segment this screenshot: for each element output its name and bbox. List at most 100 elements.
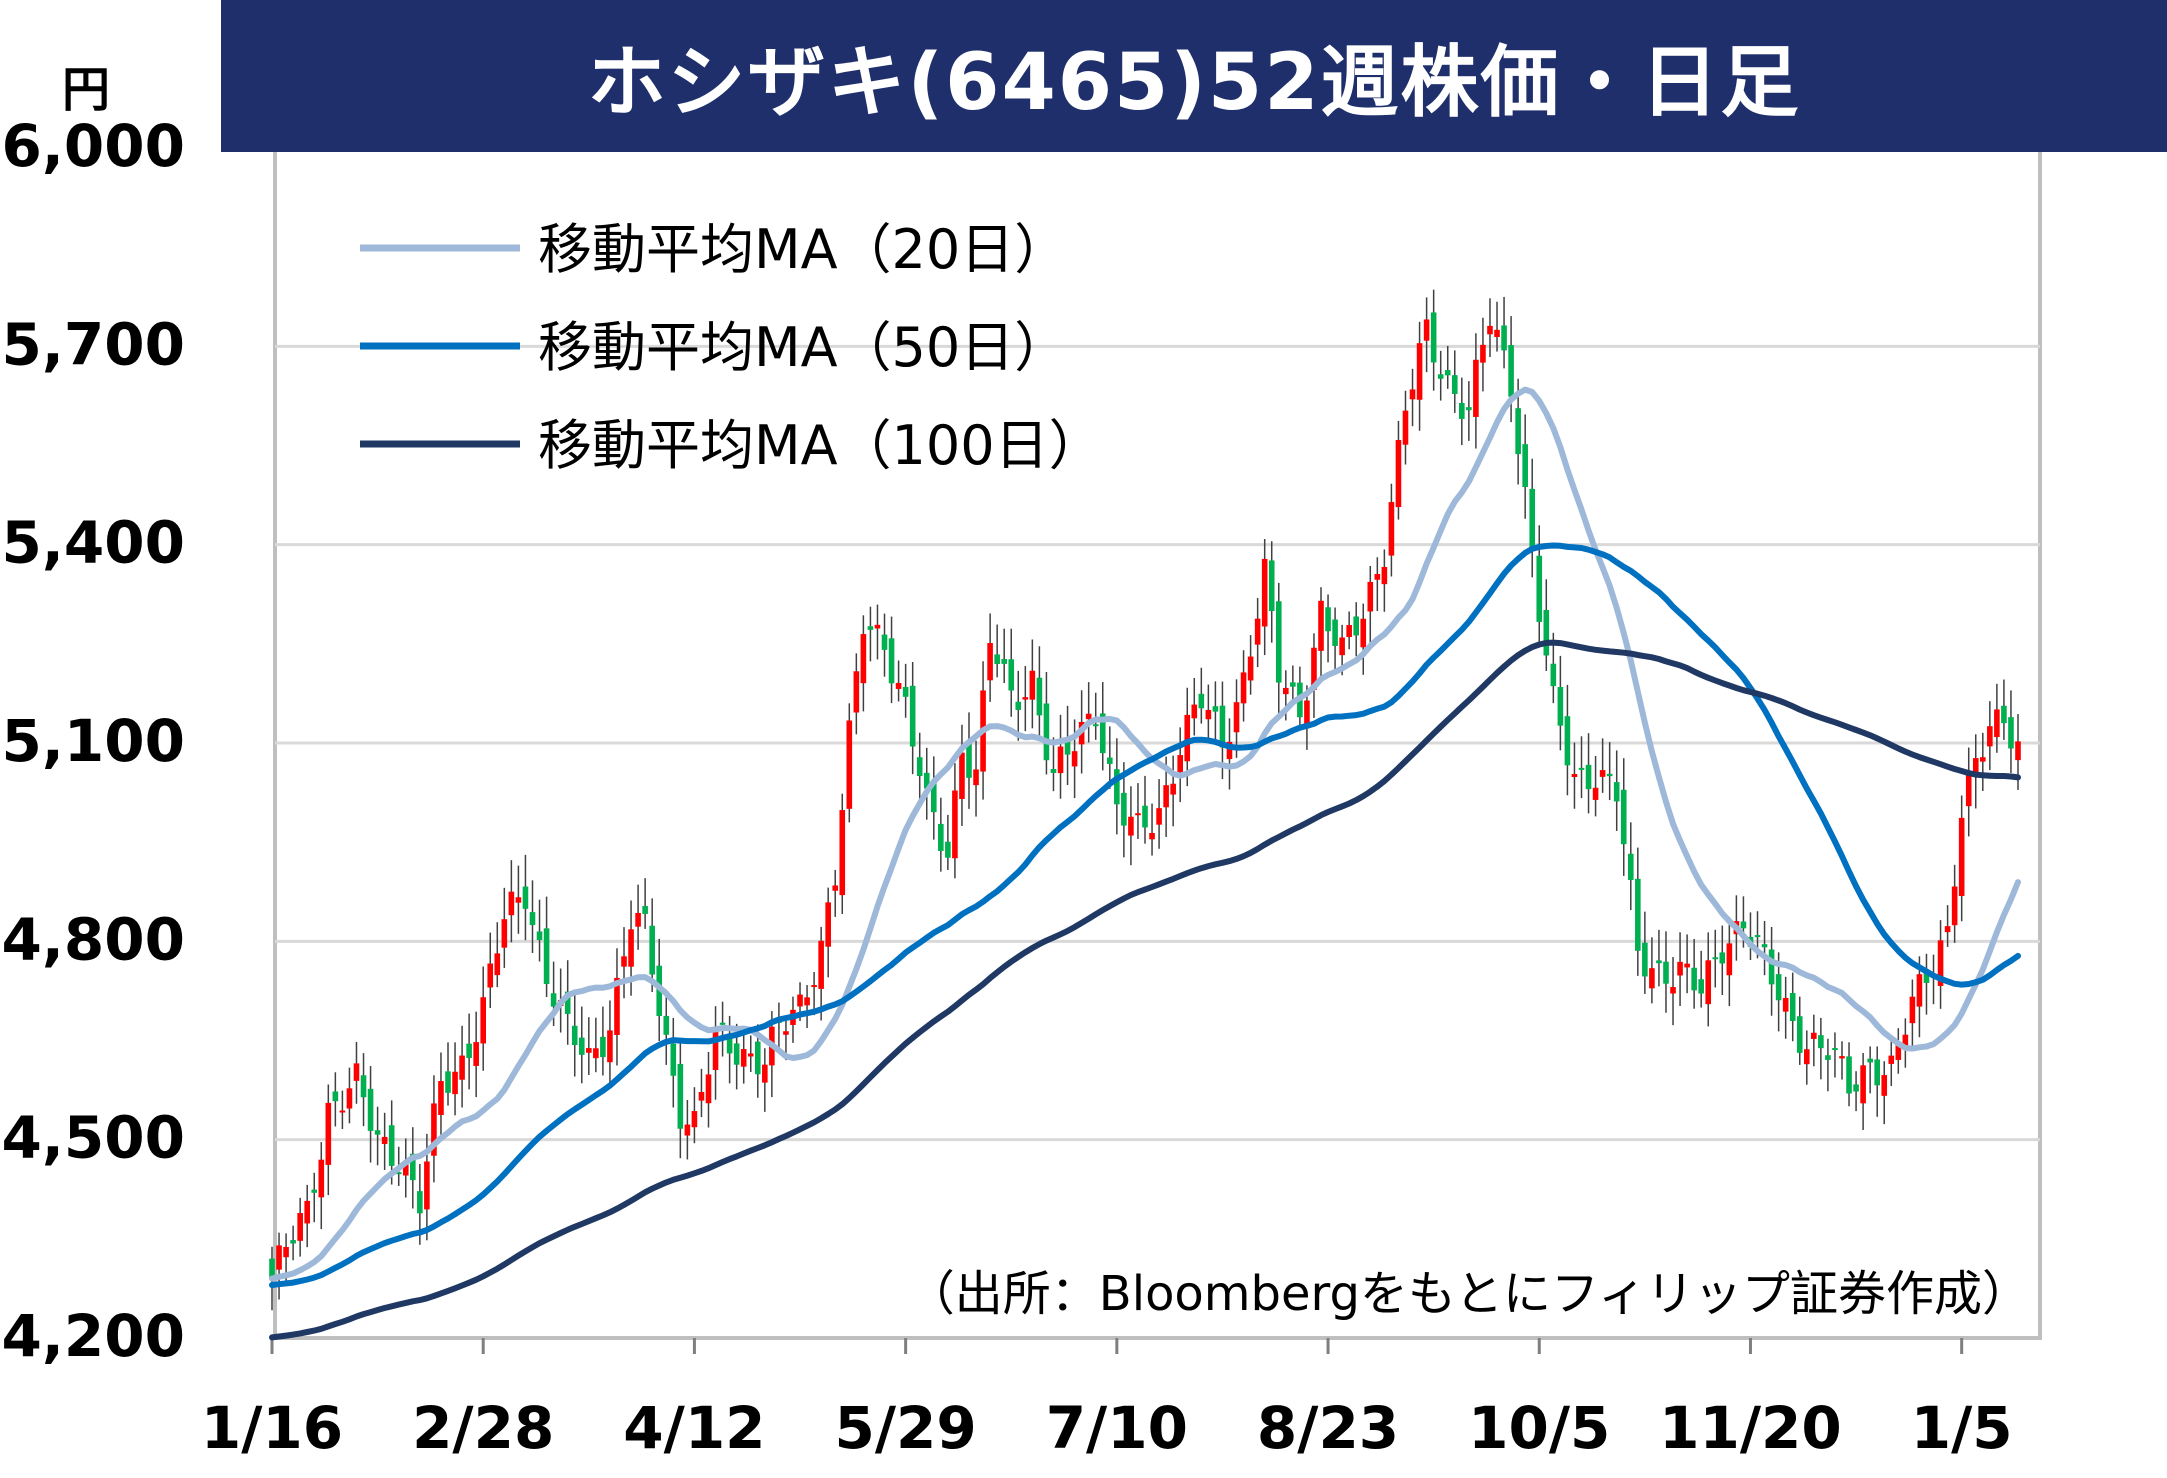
candle [374,1106,381,1166]
candle [1994,683,2000,753]
candle [578,1006,585,1084]
candle [1803,1030,1810,1085]
legend-label-ma50: 移動平均MA（50日） [538,316,1068,379]
candle [1782,976,1789,1039]
candle [938,797,944,872]
candle [684,1100,691,1160]
candle [501,887,508,968]
candle [874,604,881,660]
candle [445,1042,451,1106]
candle [853,653,860,735]
candle [973,740,979,817]
candle [1620,758,1627,876]
candle [747,1035,754,1073]
candle [1325,594,1331,663]
candle [916,732,923,808]
candle [1254,597,1261,668]
candle [1606,742,1613,801]
candle [1529,458,1536,578]
candle [1613,750,1620,831]
candle [1825,1038,1831,1092]
chart-title: ホシザキ(6465)52週株価・日足 [221,0,2167,152]
candle [1564,684,1571,796]
candle [1557,655,1564,751]
candle [1416,321,1423,431]
candle [1198,667,1205,724]
candle [1951,864,1958,943]
candle [311,1172,318,1223]
candle [804,985,810,1029]
candle [1177,727,1184,803]
candle [1205,684,1212,743]
candle [381,1112,388,1170]
candle [1635,847,1641,976]
candle [332,1072,339,1127]
candle [473,1011,479,1098]
candle [649,898,655,993]
candle [930,756,937,840]
candle [923,747,930,820]
candle [691,1087,698,1144]
candle [452,1042,458,1116]
candle [1135,783,1141,839]
candle [1015,670,1022,741]
candle [740,1030,747,1084]
candle [1888,1040,1895,1086]
candle [1029,639,1036,729]
candle [1008,628,1015,717]
candle [1226,718,1233,790]
candle [1402,390,1409,465]
candle [1656,929,1662,987]
candle [1170,755,1176,827]
x-tick-label: 11/20 [1659,1394,1842,1462]
candle [1571,742,1578,809]
candle [1409,368,1416,427]
candle [2008,690,2014,773]
candle [1459,377,1465,446]
candle [1466,381,1472,441]
candle [494,922,501,988]
candle [1367,565,1374,643]
candle [1712,929,1719,988]
candle [593,1017,599,1073]
candle [1719,925,1726,996]
candle [1494,301,1500,352]
candle [1156,779,1162,849]
candle [1311,633,1317,718]
candle [1958,795,1965,922]
candle [670,1017,677,1108]
candle [839,793,846,915]
candle [825,887,831,978]
candle [1268,541,1275,643]
candle [466,1013,472,1090]
candle [1874,1046,1880,1117]
candle [945,814,951,870]
candle [1642,911,1648,994]
candle [459,1025,465,1108]
y-axis-unit: 円 [62,62,111,118]
candle [1332,607,1338,673]
candle [1987,701,1993,771]
candle [431,1075,437,1183]
candle [1050,737,1057,792]
candle [438,1052,444,1135]
candle [515,865,522,934]
x-axis: 1/16 2/28 4/12 5/29 7/10 8/23 10/5 11/20 1/5 [201,1338,2013,1462]
candle [846,703,853,823]
candle [297,1197,303,1257]
candle [1979,732,1986,792]
y-axis: 4,200 4,500 4,800 5,100 5,400 5,700 6,000 [2,112,185,1370]
candle [353,1041,360,1104]
candle [1895,1028,1902,1074]
y-tick-label: 5,700 [2,310,185,378]
candle [2001,679,2007,740]
candle [1937,920,1944,1009]
candle [705,1051,712,1128]
candle [677,1038,684,1159]
legend-label-ma100: 移動平均MA（100日） [538,414,1103,477]
candle [1881,1061,1888,1125]
candle [1578,736,1585,799]
candle [1698,950,1704,1008]
candle [571,994,578,1077]
